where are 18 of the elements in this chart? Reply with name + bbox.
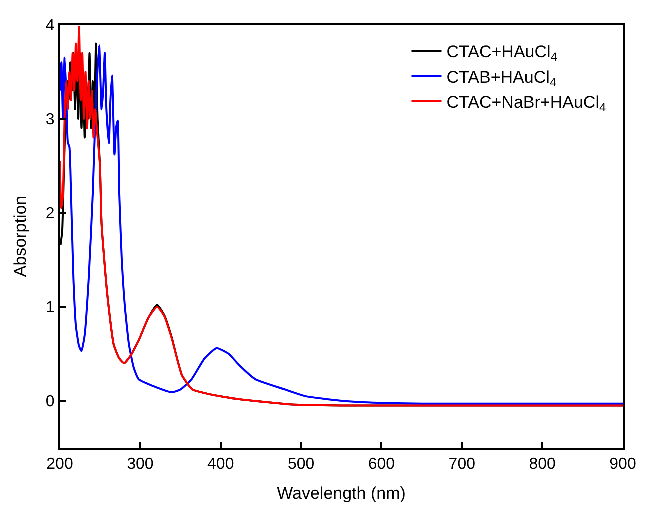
x-tick-label: 300: [127, 456, 154, 474]
x-tick-label: 600: [368, 456, 396, 474]
y-axis-title: Absorption: [10, 196, 30, 278]
x-tick-label: 400: [208, 456, 234, 474]
x-tick-label: 200: [46, 456, 74, 474]
y-tick-label: 4: [46, 18, 55, 35]
x-axis-title: Wavelength (nm): [277, 484, 406, 504]
legend-label: CTAC+NaBr+HAuCl$_{4}$: [446, 92, 606, 114]
y-tick-label: 1: [46, 300, 55, 317]
legend-label: CTAB+HAuCl$_{4}$: [446, 68, 557, 90]
x-tick-label: 900: [610, 456, 636, 474]
x-tick-label: 800: [529, 456, 556, 474]
y-tick-label: 0: [46, 394, 55, 411]
x-tick-label: 500: [288, 456, 315, 474]
x-tick-label: 700: [448, 456, 476, 474]
y-tick-label: 3: [46, 112, 55, 129]
legend-label: CTAC+HAuCl$_{4}$: [446, 42, 558, 64]
y-tick-label: 2: [46, 206, 55, 223]
